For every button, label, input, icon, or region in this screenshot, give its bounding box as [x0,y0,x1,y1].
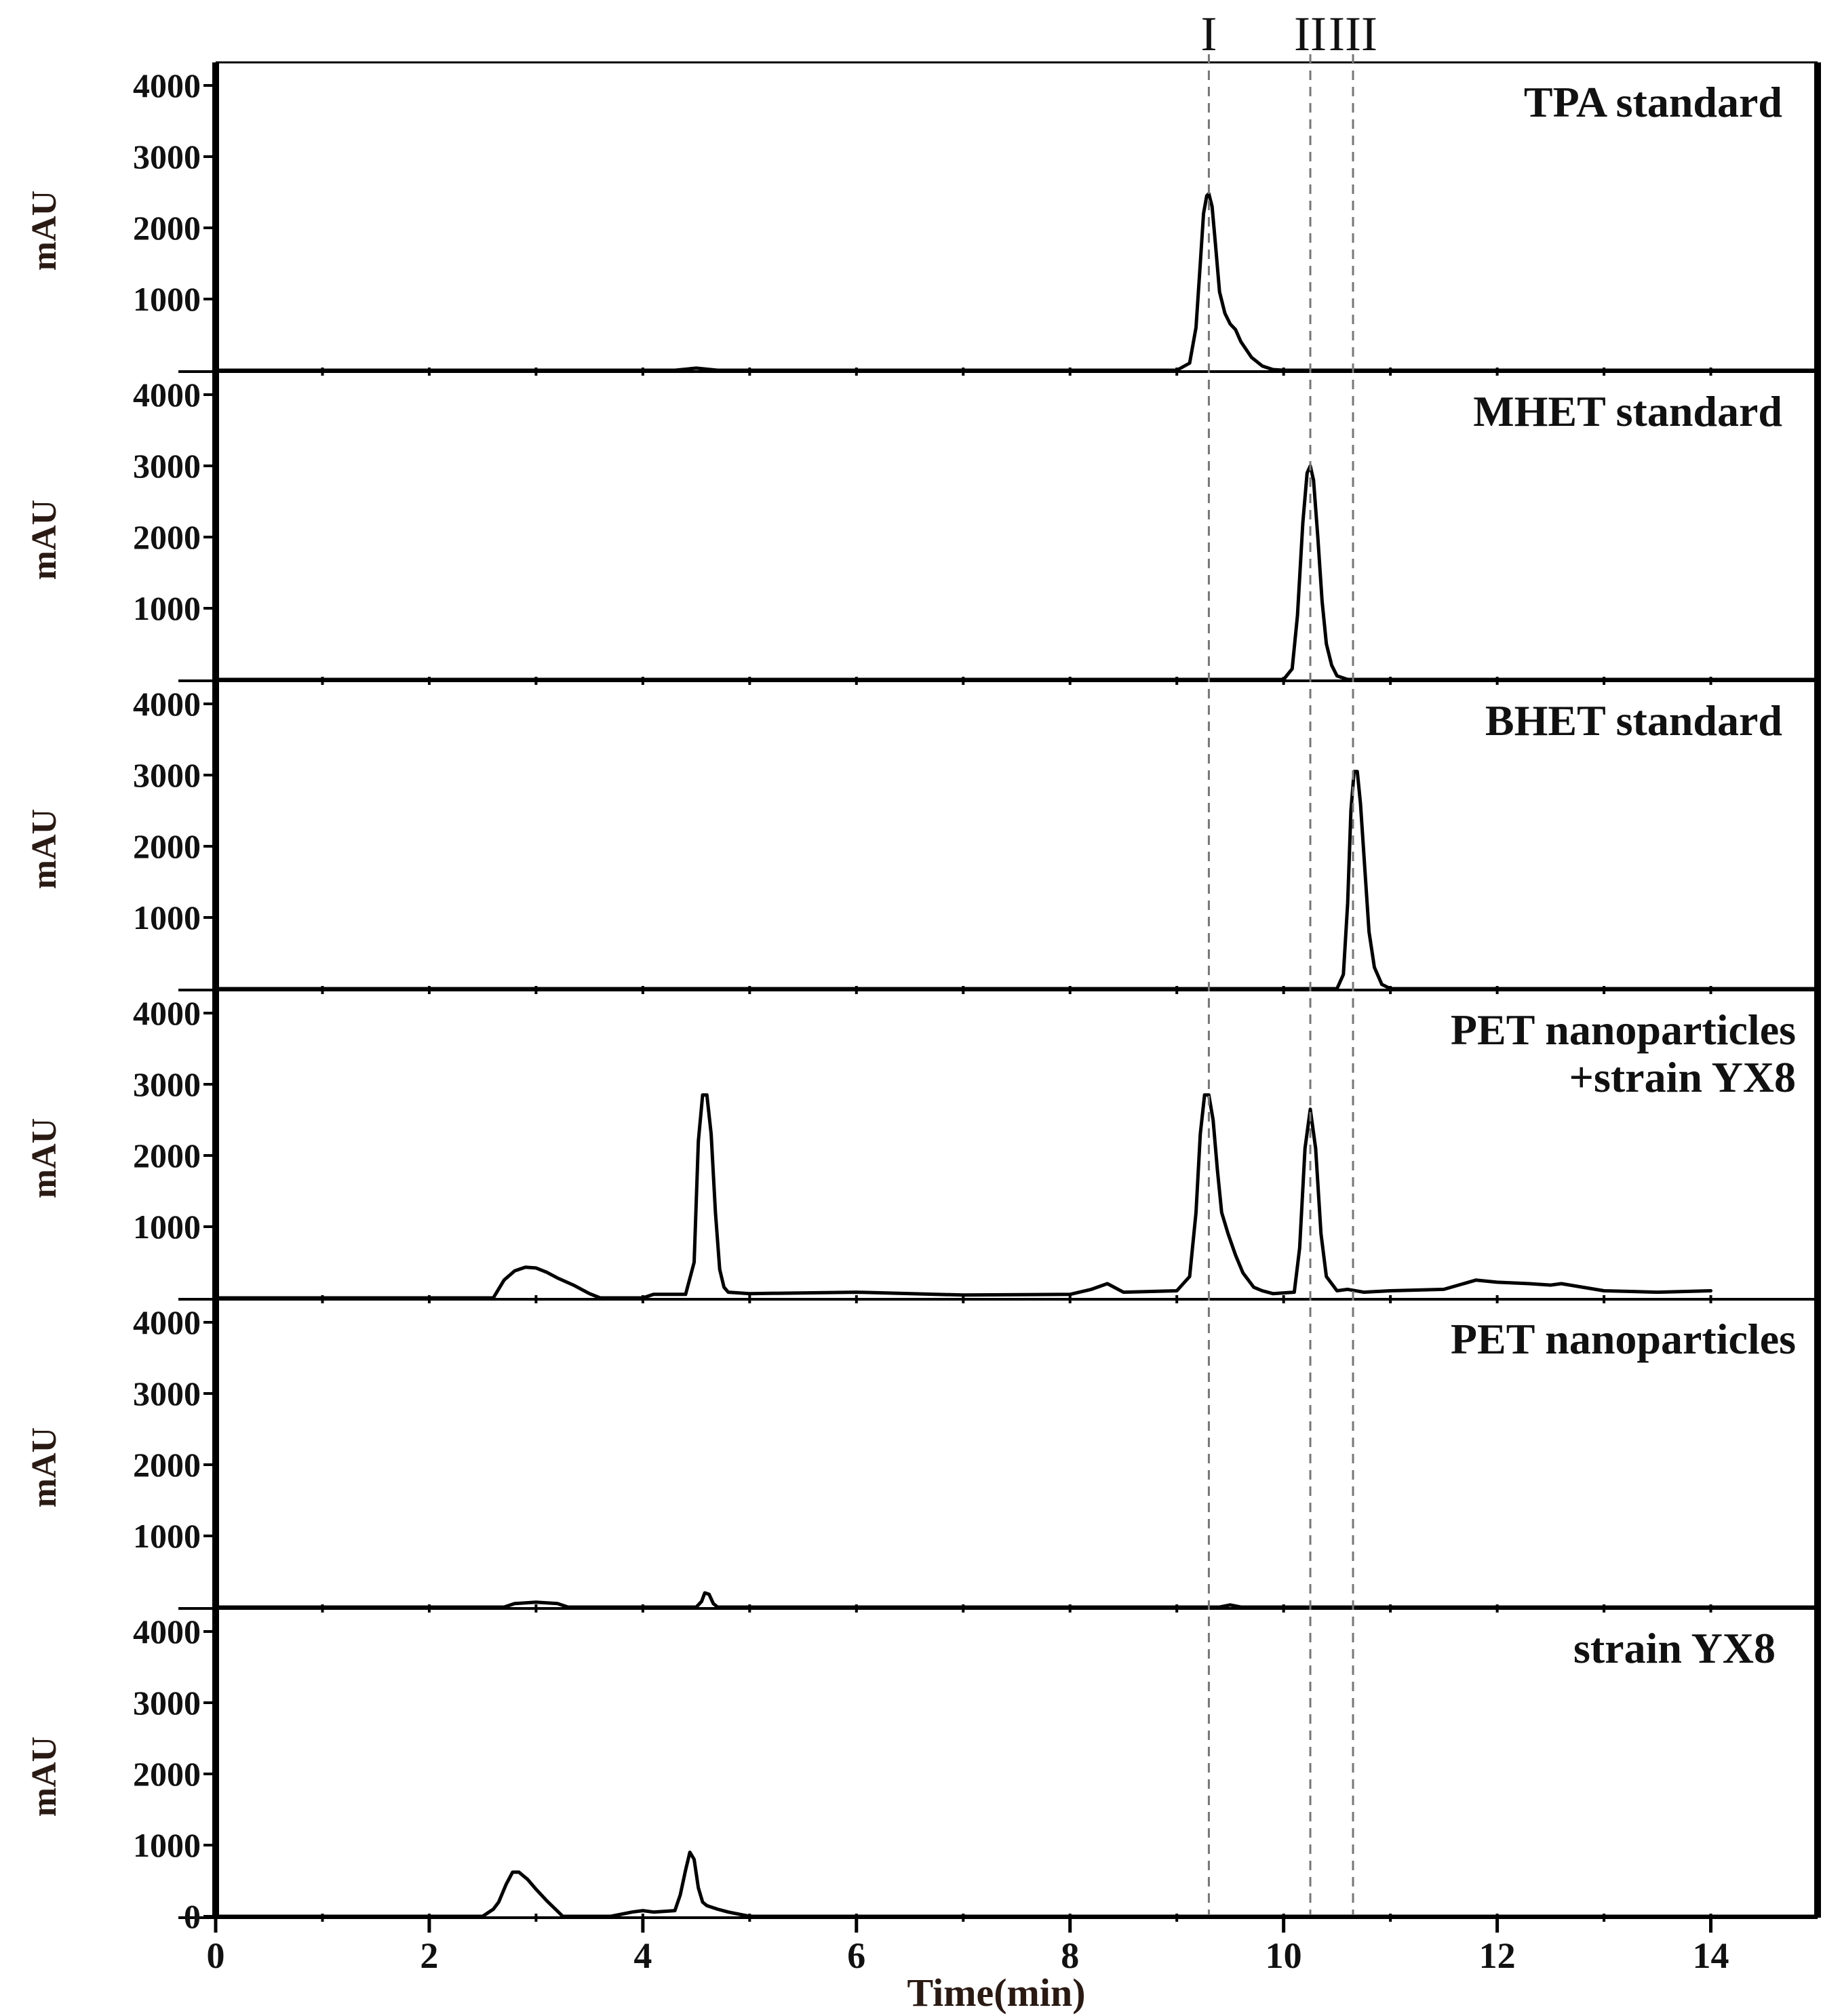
chromatogram-trace [214,192,1820,372]
y-tick-label: 1000 [133,1517,201,1555]
y-tick-label: 4000 [133,1303,201,1341]
y-tick-label: 4000 [133,66,201,104]
panel-label-line: TPA standard [1524,78,1782,126]
y-tick-label: 4000 [133,376,201,414]
x-tick-label: 2 [420,1935,438,1976]
y-tick-label: 4000 [133,1613,201,1651]
y-tick-label: 2000 [133,827,201,865]
chart-panel-6: 0 1000 2000 3000 4000 mAU strain YX8 [25,1607,1821,1935]
y-tick-label: 1000 [133,1208,201,1246]
x-tick-label: 8 [1061,1935,1079,1976]
reference-line-label: II [1294,7,1327,61]
panel-label: PET nanoparticles [1451,1315,1796,1363]
y-axis-label: mAU [25,191,64,271]
panel-label-line: strain YX8 [1573,1624,1776,1672]
y-axis-label: mAU [25,1427,64,1507]
reference-line-label: III [1329,7,1377,61]
reference-line-label: I [1200,7,1217,61]
chart-panel-2: 1000 2000 3000 4000 mAU MHET standard [25,370,1821,685]
x-tick-label: 0 [207,1935,225,1976]
panel-label: BHET standard [1485,696,1782,745]
chromatogram-trace [214,1851,1820,1918]
chromatogram-trace [214,770,1820,991]
y-tick-label: 2000 [133,518,201,556]
panel-label-line: BHET standard [1485,696,1782,745]
chromatogram-trace [214,464,1820,681]
panel-label-line: +strain YX8 [1569,1053,1796,1101]
chart-panel-1: 1000 2000 3000 4000 mAU TPA standard [25,61,1821,376]
y-axis-label: mAU [25,809,64,889]
y-tick-label: 2000 [133,209,201,247]
panel-label: strain YX8 [1573,1624,1776,1672]
y-tick-label: 1000 [133,589,201,627]
y-tick-label: 3000 [133,447,201,485]
x-tick-label: 12 [1479,1935,1516,1976]
x-tick-label: 4 [633,1935,652,1976]
y-tick-label: 0 [184,1897,201,1935]
y-tick-label: 3000 [133,756,201,794]
y-tick-label: 1000 [133,280,201,318]
y-tick-label: 3000 [133,1065,201,1103]
y-tick-label: 2000 [133,1446,201,1484]
chromatogram-trace [214,1591,1820,1609]
panel-label-line: PET nanoparticles [1451,1006,1796,1054]
chart-panel-3: 1000 2000 3000 4000 mAU BHET standard [25,679,1821,994]
x-tick-label: 10 [1266,1935,1302,1976]
y-tick-label: 4000 [133,994,201,1032]
panel-label-line: MHET standard [1473,387,1782,435]
chart-panel-4: 1000 2000 3000 4000 mAU PET nanoparticles +str… [25,989,1821,1303]
panel-label: MHET standard [1473,387,1782,435]
y-tick-label: 3000 [133,1684,201,1722]
y-axis-label: mAU [25,1118,64,1198]
y-axis-label: mAU [25,1737,64,1817]
panel-label-line: PET nanoparticles [1451,1315,1796,1363]
y-tick-label: 4000 [133,685,201,723]
panel-label: PET nanoparticles +strain YX8 [1451,1006,1796,1101]
x-tick-label: 14 [1693,1935,1729,1976]
chart-panel-5: 1000 2000 3000 4000 mAU PET nanoparticles [25,1298,1821,1613]
x-axis-label: Time(min) [907,1971,1085,2015]
y-tick-label: 2000 [133,1137,201,1174]
panel-label: TPA standard [1524,78,1782,126]
y-tick-label: 1000 [133,898,201,936]
x-tick-label: 6 [847,1935,865,1976]
y-tick-label: 1000 [133,1826,201,1864]
chromatogram-trace [214,1093,1712,1300]
y-axis-label: mAU [25,500,64,580]
y-tick-label: 2000 [133,1755,201,1793]
y-tick-label: 3000 [133,1375,201,1412]
y-tick-label: 3000 [133,138,201,176]
